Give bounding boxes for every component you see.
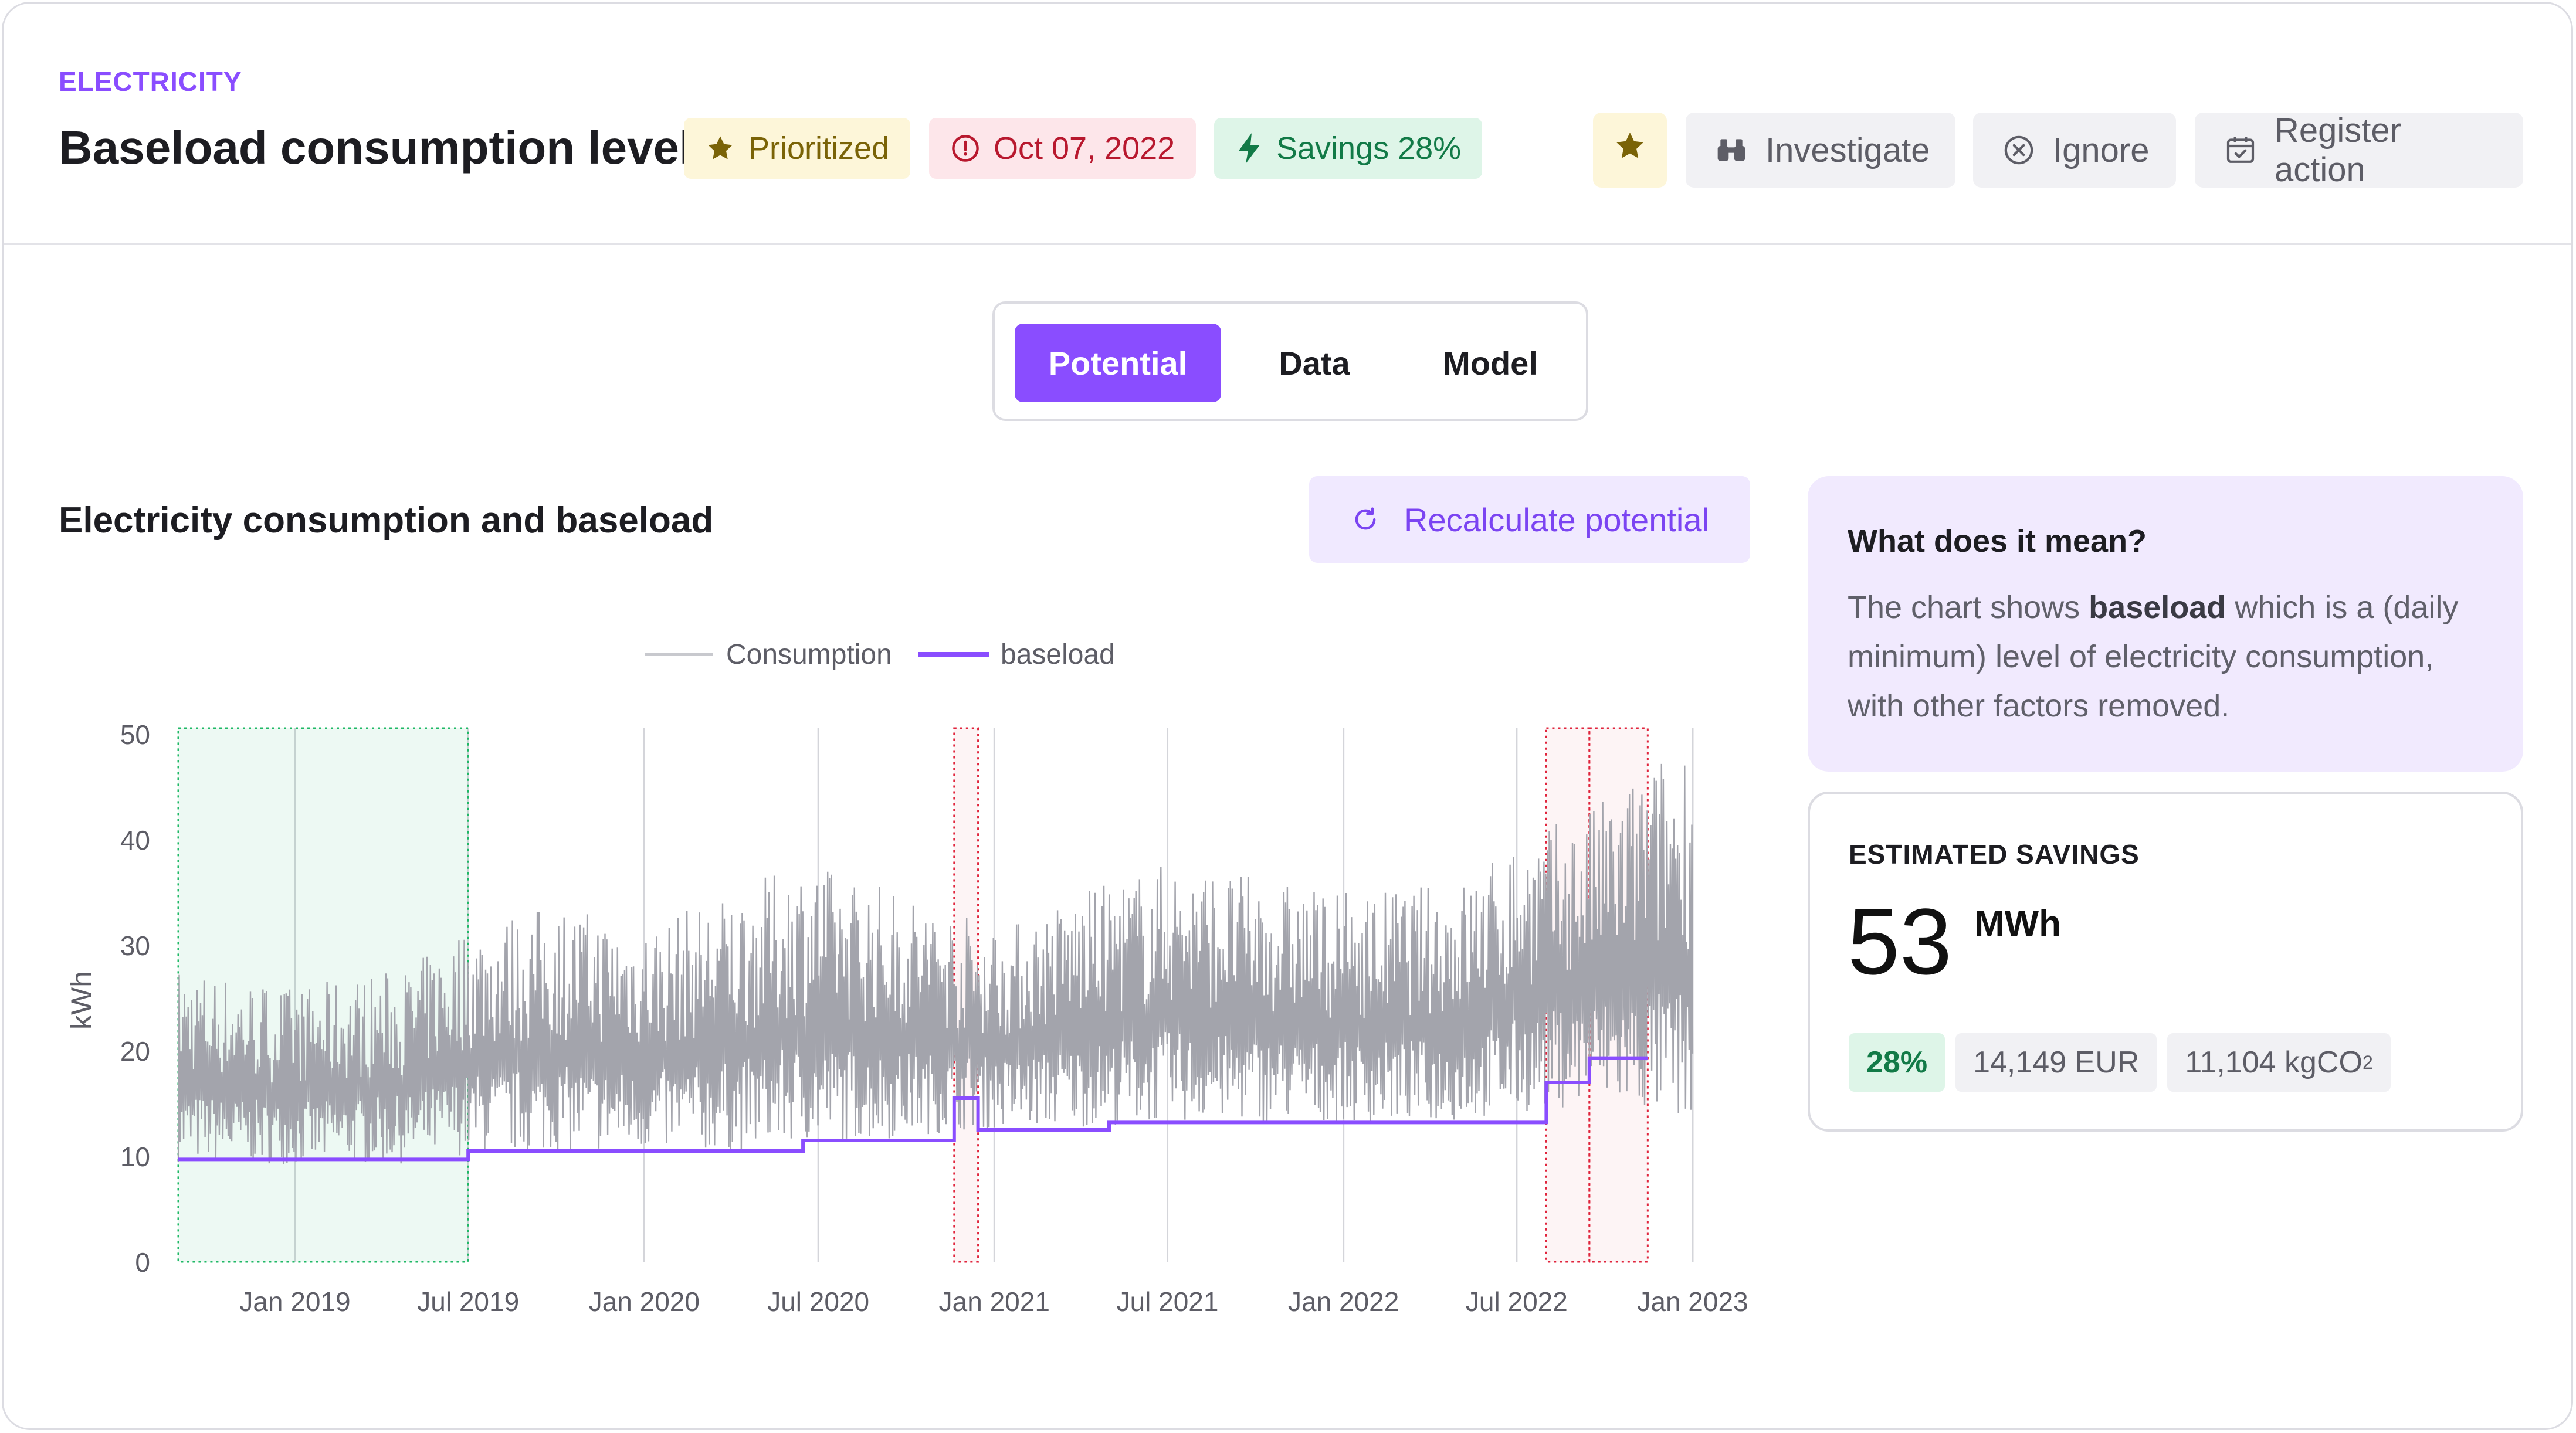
y-tick-label: 40 [120, 825, 150, 855]
y-tick-label: 50 [120, 719, 150, 750]
investigate-button[interactable]: Investigate [1686, 113, 1955, 188]
insight-header: ELECTRICITY Baseload consumption level P… [4, 4, 2571, 245]
binoculars-icon [1715, 134, 1748, 167]
chart-legend: Consumption baseload [645, 639, 1115, 670]
x-tick-label: Jul 2021 [1117, 1286, 1219, 1317]
x-tick-label: Jan 2021 [939, 1286, 1050, 1317]
y-axis: 0 10 20 30 40 50 [120, 719, 150, 1278]
category-label: ELECTRICITY [59, 66, 242, 97]
chart-svg: Consumption baseload kWh 0 10 20 30 40 50 Jan… [65, 639, 1748, 1317]
consumption-series [177, 763, 1694, 1164]
x-tick-label: Jul 2022 [1466, 1286, 1568, 1317]
x-tick-label: Jul 2019 [417, 1286, 519, 1317]
co2-value: 11,104 kgCO [2185, 1045, 2363, 1079]
prioritized-label: Prioritized [748, 131, 890, 166]
savings-label: ESTIMATED SAVINGS [1849, 839, 2140, 870]
baseload-series [178, 1056, 1648, 1162]
consumption-chart: Consumption baseload kWh 0 10 20 30 40 50 Jan… [4, 590, 1822, 1352]
reference-period-region [177, 727, 469, 1263]
baseload-line [178, 1056, 1648, 1162]
estimated-savings-card: ESTIMATED SAVINGS 53 MWh 28% 14,149 EUR … [1808, 792, 2523, 1132]
savings-chips: 28% 14,149 EUR 11,104 kgCO 2 [1849, 1033, 2401, 1092]
register-action-label: Register action [2275, 111, 2401, 189]
savings-value: 53 [1848, 889, 1952, 994]
view-tabs: Potential Data Model [992, 301, 1588, 421]
explanation-title: What does it mean? [1848, 524, 2147, 559]
star-icon [705, 133, 735, 164]
savings-unit: MWh [1974, 904, 2062, 944]
ignore-button[interactable]: Ignore [1973, 113, 2176, 188]
explanation-text: The chart shows baseload which is a (dai… [1848, 583, 2493, 731]
calendar-check-icon [2224, 134, 2257, 167]
consumption-line [177, 763, 1694, 1164]
page-title: Baseload consumption level [59, 121, 693, 174]
x-tick-label: Jan 2023 [1637, 1286, 1748, 1317]
explanation-bold: baseload [2089, 590, 2226, 625]
tab-data[interactable]: Data [1279, 344, 1350, 382]
tab-model[interactable]: Model [1443, 344, 1538, 382]
x-tick-label: Jan 2022 [1288, 1286, 1399, 1317]
recalculate-button[interactable]: Recalculate potential [1309, 476, 1750, 563]
y-tick-label: 20 [120, 1036, 150, 1067]
explanation-prefix: The chart shows [1848, 590, 2089, 625]
prioritized-badge: Prioritized [684, 118, 911, 179]
register-action-button[interactable]: Register action [2195, 111, 2523, 189]
savings-badge-label: Savings 28% [1276, 131, 1462, 166]
x-tick-label: Jan 2020 [589, 1286, 700, 1317]
savings-percent-chip: 28% [1849, 1033, 1945, 1092]
close-circle-icon [2002, 134, 2035, 167]
lightning-icon [1235, 132, 1263, 165]
savings-co2-chip: 11,104 kgCO 2 [2167, 1033, 2391, 1092]
y-tick-label: 0 [135, 1247, 150, 1278]
y-tick-label: 10 [120, 1142, 150, 1172]
date-badge: Oct 07, 2022 [929, 118, 1197, 179]
ignore-label: Ignore [2053, 131, 2150, 169]
tab-potential[interactable]: Potential [1015, 324, 1221, 402]
explanation-panel: What does it mean? The chart shows basel… [1808, 476, 2523, 772]
savings-badge: Savings 28% [1214, 118, 1483, 179]
y-tick-label: 30 [120, 931, 150, 961]
investigate-label: Investigate [1765, 131, 1930, 169]
legend-consumption: Consumption [726, 639, 892, 670]
x-tick-label: Jul 2020 [767, 1286, 869, 1317]
date-label: Oct 07, 2022 [994, 131, 1175, 166]
recalculate-label: Recalculate potential [1404, 501, 1709, 538]
savings-eur-chip: 14,149 EUR [1955, 1033, 2157, 1092]
star-icon [1613, 129, 1647, 171]
chart-title: Electricity consumption and baseload [59, 500, 714, 541]
refresh-icon [1350, 504, 1381, 535]
y-axis-label: kWh [65, 971, 98, 1030]
alert-circle-icon [950, 133, 981, 164]
co2-subscript: 2 [2362, 1051, 2373, 1073]
favorite-button[interactable] [1593, 113, 1667, 188]
x-tick-label: Jan 2019 [239, 1286, 350, 1317]
legend-baseload: baseload [1001, 639, 1115, 670]
explanation-suffix: which is a (daily minimum) level of elec… [1848, 590, 2459, 724]
